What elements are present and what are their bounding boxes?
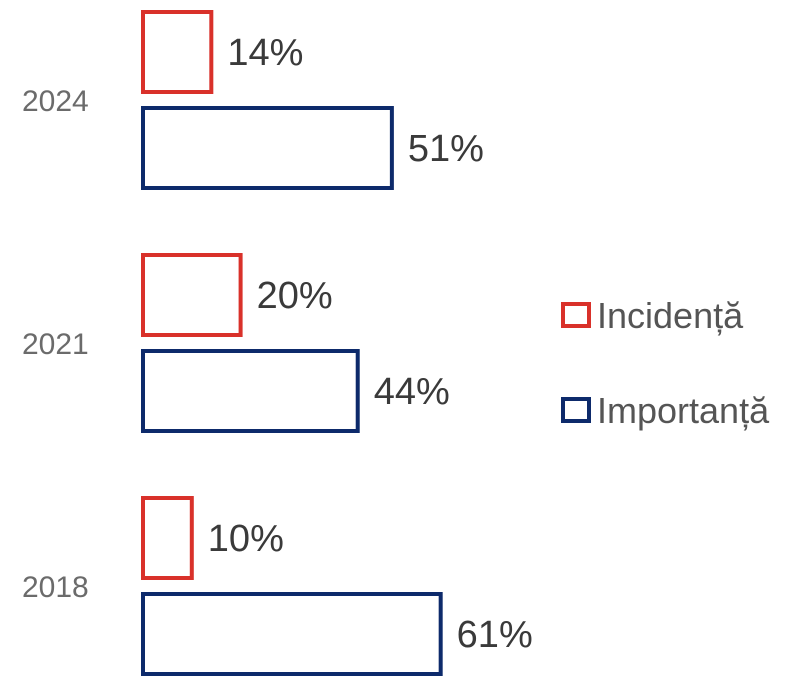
bar-group-2024: 14% 51% 2024 (22, 10, 484, 190)
bar-importanta-2024 (141, 106, 394, 190)
bar-importanta-2018 (141, 592, 443, 676)
category-label-2021: 2021 (22, 328, 89, 361)
category-label-2018: 2018 (22, 571, 89, 604)
bar-incidenta-2024 (141, 10, 214, 94)
data-label-incidenta-2018: 10% (208, 518, 284, 560)
data-label-incidenta-2024: 14% (227, 32, 303, 74)
legend-item-incidenta: Incidență (561, 295, 744, 336)
legend-item-importanta: Importanță (561, 390, 770, 431)
legend-label-incidenta: Incidență (597, 295, 744, 336)
data-label-importanta-2024: 51% (408, 128, 484, 170)
bars-layer: 14% 51% 2024 20% 44% 2021 10% 61% 2018 (22, 10, 533, 676)
bar-importanta-2021 (141, 349, 360, 433)
bar-incidenta-2021 (141, 253, 243, 337)
data-label-incidenta-2021: 20% (257, 275, 333, 317)
legend-swatch-importanta (561, 397, 591, 423)
bar-group-2021: 20% 44% 2021 (22, 253, 450, 433)
legend-swatch-incidenta (561, 302, 591, 328)
bar-incidenta-2018 (141, 496, 194, 580)
bar-group-2018: 10% 61% 2018 (22, 496, 533, 676)
legend-label-importanta: Importanță (597, 390, 770, 431)
legend: Incidență Importanță (561, 295, 770, 431)
data-label-importanta-2021: 44% (374, 371, 450, 413)
data-label-importanta-2018: 61% (457, 614, 533, 656)
category-label-2024: 2024 (22, 85, 89, 118)
